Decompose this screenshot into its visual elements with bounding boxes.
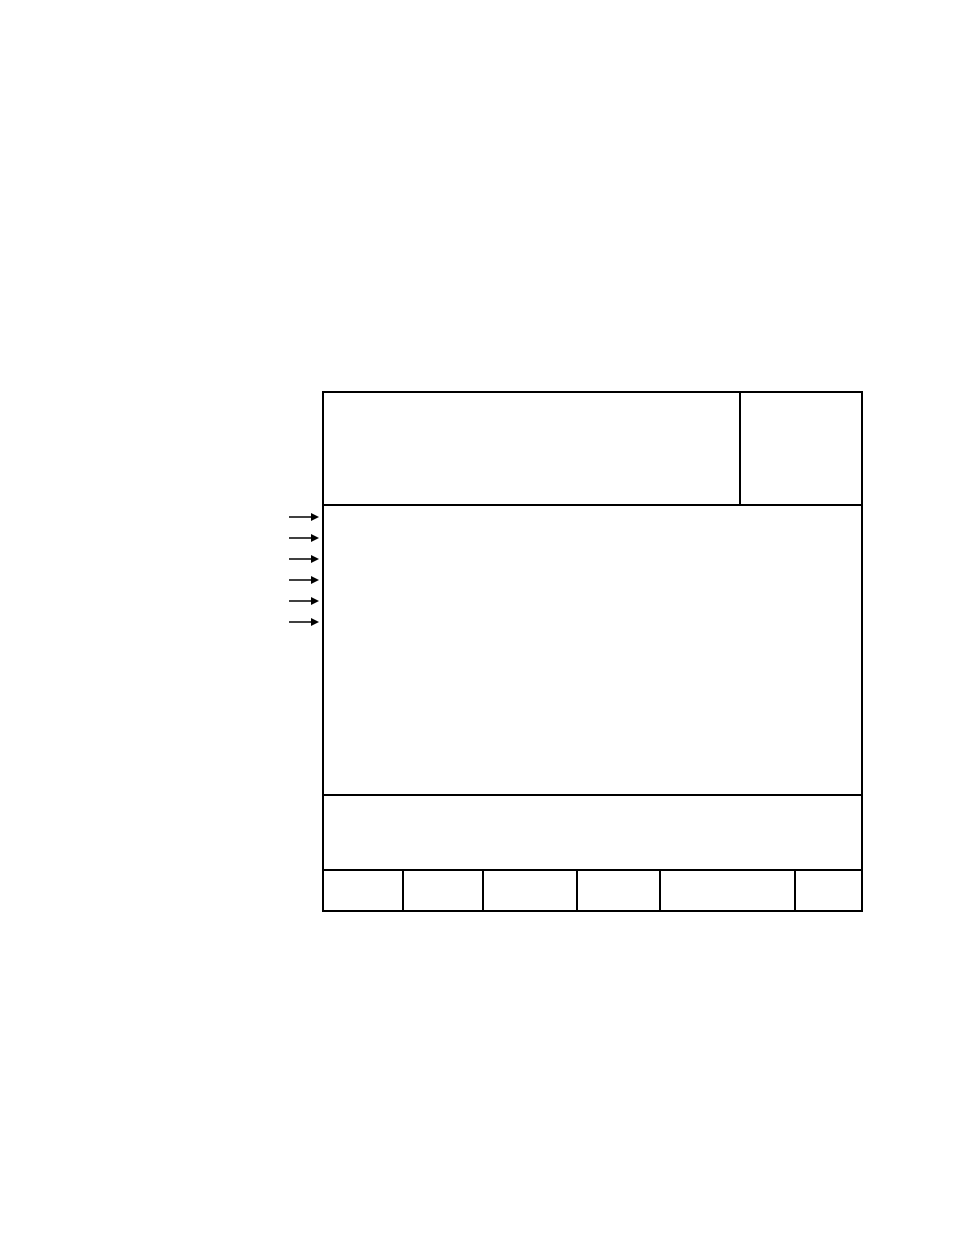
outer-box [323,392,862,911]
arrow-head-icon [311,576,319,584]
arrow-head-icon [311,597,319,605]
arrow-head-icon [311,534,319,542]
diagram-canvas [0,0,954,1235]
arrow-head-icon [311,513,319,521]
arrow-head-icon [311,618,319,626]
arrow-head-icon [311,555,319,563]
